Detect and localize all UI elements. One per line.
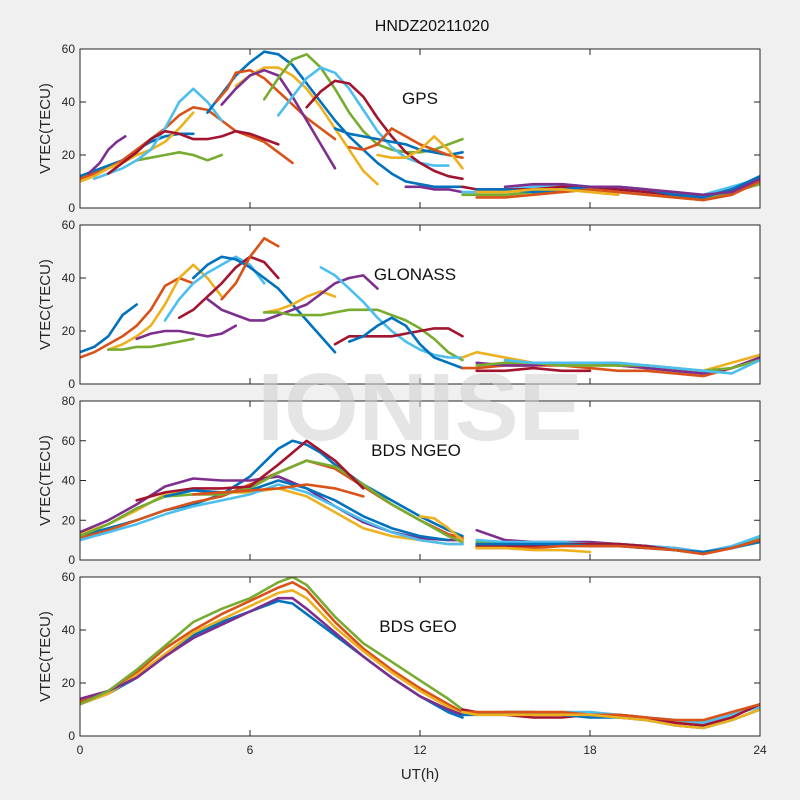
series-group [80,577,760,730]
y-tick-label: 0 [68,553,75,567]
panel-label: BDS NGEO [371,441,461,460]
y-tick-label: 40 [62,623,76,637]
series-line-23 [475,180,760,202]
series-line-17 [475,546,592,554]
series-line-5 [80,459,464,544]
series-line-20 [503,358,760,375]
series-line-5 [80,577,464,711]
x-tick-label: 6 [247,743,254,757]
y-tick-label: 60 [62,42,76,56]
y-tick-label: 0 [68,201,75,215]
y-tick-label: 40 [62,474,76,488]
y-axis-label: VTEC(TECU) [37,259,54,350]
y-axis-label: VTEC(TECU) [37,435,54,526]
panel-3: 0 20 40 60 80 VTEC(TECU) BDS NGEO [37,394,761,567]
series-line-11 [206,274,379,322]
y-tick-label: 60 [62,570,76,584]
series-line-10 [418,515,464,542]
series-line-4 [80,596,464,717]
series-line-7 [107,129,280,175]
series-line-10 [461,708,760,730]
series-line-4 [87,135,127,175]
panel-1: 0 20 40 60 VTEC(TECU) GPS [37,42,761,215]
x-axis-label: UT(h) [401,766,439,783]
series-group [80,439,760,556]
panel-label: GLONASS [374,265,456,284]
series-line-7 [135,439,365,502]
series-group [80,50,760,202]
plot-area [80,49,760,208]
series-group [80,237,760,378]
series-line-15 [347,316,464,370]
series-line-8 [163,479,450,542]
y-tick-label: 20 [62,324,76,338]
series-line-14 [333,327,464,346]
y-tick-label: 80 [62,394,76,408]
chart-title: HNDZ20211020 [375,18,490,35]
panel-label: GPS [402,89,438,108]
y-tick-label: 40 [62,271,76,285]
y-axis-label: VTEC(TECU) [37,611,54,702]
series-line-9 [192,483,365,498]
series-line-9 [461,702,760,722]
series-line-11 [220,68,337,170]
series-line-2 [80,581,464,714]
series-line-17 [376,135,464,170]
series-line-6 [92,87,223,181]
series-line-3 [80,589,464,717]
series-line-4 [135,324,238,341]
y-tick-label: 40 [62,95,76,109]
panel-4: 0 20 40 60 0 6 12 18 24 VTEC(TECU) BDS GEO [37,570,767,757]
x-tick-label: 24 [753,743,767,757]
y-tick-label: 20 [62,513,76,527]
series-line-21 [475,366,592,373]
y-axis-label: VTEC(TECU) [37,83,54,174]
plot-area [80,401,760,560]
series-line-25 [503,177,760,197]
series-line-3 [107,263,223,351]
series-line-18 [404,185,464,194]
panel-label: BDS GEO [379,617,456,636]
y-tick-label: 60 [62,434,76,448]
series-line-5 [107,337,195,351]
series-line-2 [80,276,195,359]
y-tick-label: 60 [62,218,76,232]
series-line-9 [220,237,280,301]
y-tick-label: 20 [62,148,76,162]
plot-area [80,225,760,384]
series-line-1 [80,303,138,354]
series-line-24 [475,188,620,197]
panel-2: 0 20 40 60 VTEC(TECU) GLONASS [37,218,761,391]
series-line-12 [262,308,464,362]
x-tick-label: 0 [77,743,84,757]
y-tick-label: 0 [68,729,75,743]
x-tick-label: 18 [583,743,597,757]
watermark: IONISE [257,354,582,461]
series-line-10 [234,66,379,186]
x-tick-label: 12 [413,743,427,757]
series-line-13 [319,266,464,359]
plot-area [80,577,760,736]
series-line-8 [206,50,464,189]
y-tick-label: 0 [68,377,75,391]
series-line-16 [347,127,464,159]
series-line-16 [475,538,760,556]
series-line-14 [305,79,464,181]
y-tick-label: 20 [62,676,76,690]
series-line-5 [135,151,223,162]
series-line-7 [177,255,280,320]
series-line-8 [192,255,337,354]
series-line-6 [80,483,464,546]
series-line-9 [214,68,337,141]
